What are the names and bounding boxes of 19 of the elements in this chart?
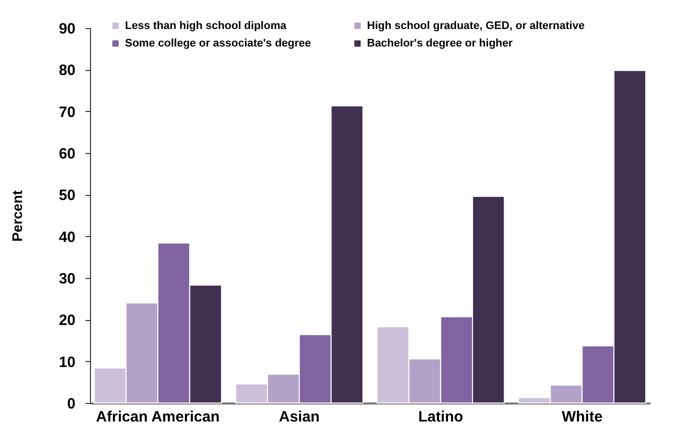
y-tick-label: 50 <box>58 187 76 204</box>
y-tick-label: 10 <box>58 354 76 371</box>
legend-label: Some college or associate's degree <box>125 38 312 50</box>
y-tick-label: 40 <box>58 228 76 246</box>
y-tick-label: 90 <box>58 20 76 38</box>
legend-label: High school graduate, GED, or alternative <box>367 20 585 32</box>
y-tick-label: 60 <box>58 146 76 162</box>
x-tick-label: Asian <box>278 408 320 426</box>
x-tick-label: Latino <box>418 408 464 426</box>
legend-label: Bachelor's degree or higher <box>367 38 514 50</box>
y-tick-label: 0 <box>67 396 76 412</box>
y-tick-label: 70 <box>58 104 76 121</box>
y-tick-label: 20 <box>58 312 76 330</box>
y-tick-label: 30 <box>58 270 76 288</box>
x-tick-label: White <box>562 408 603 426</box>
legend-label: Less than high school diploma <box>125 20 288 32</box>
x-tick-label: African American <box>96 408 220 426</box>
y-tick-label: 80 <box>58 62 76 80</box>
y-axis-title: Percent <box>8 190 25 242</box>
